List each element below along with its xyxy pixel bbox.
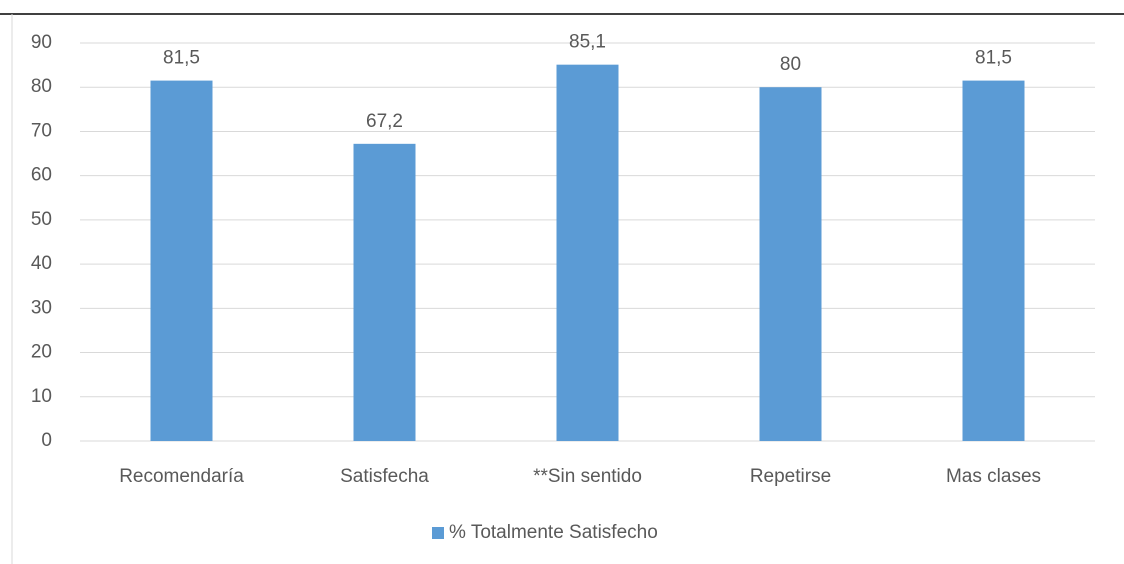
x-tick-label: Recomendaría xyxy=(119,466,244,487)
legend-label: % Totalmente Satisfecho xyxy=(449,522,658,543)
value-label: 81,5 xyxy=(163,48,200,69)
bar xyxy=(556,64,619,442)
x-tick-label: Mas clases xyxy=(946,466,1041,487)
y-tick-label: 60 xyxy=(31,165,52,186)
value-label: 67,2 xyxy=(366,111,403,132)
y-tick-label: 80 xyxy=(31,76,52,97)
value-label: 80 xyxy=(780,54,801,75)
y-tick-label: 70 xyxy=(31,120,52,141)
legend-swatch xyxy=(432,527,444,539)
y-tick-label: 0 xyxy=(41,430,52,451)
bar xyxy=(962,80,1025,441)
bar xyxy=(353,143,416,441)
y-tick-label: 50 xyxy=(31,209,52,230)
bar xyxy=(759,87,822,441)
y-tick-label: 20 xyxy=(31,342,52,363)
y-tick-label: 40 xyxy=(31,253,52,274)
bar xyxy=(150,80,213,441)
x-tick-label: Satisfecha xyxy=(340,466,429,487)
y-tick-label: 10 xyxy=(31,386,52,407)
x-tick-label: **Sin sentido xyxy=(533,466,642,487)
y-tick-label: 90 xyxy=(31,32,52,53)
y-tick-label: 30 xyxy=(31,297,52,318)
value-label: 85,1 xyxy=(569,32,606,53)
value-label: 81,5 xyxy=(975,48,1012,69)
x-tick-label: Repetirse xyxy=(750,466,831,487)
